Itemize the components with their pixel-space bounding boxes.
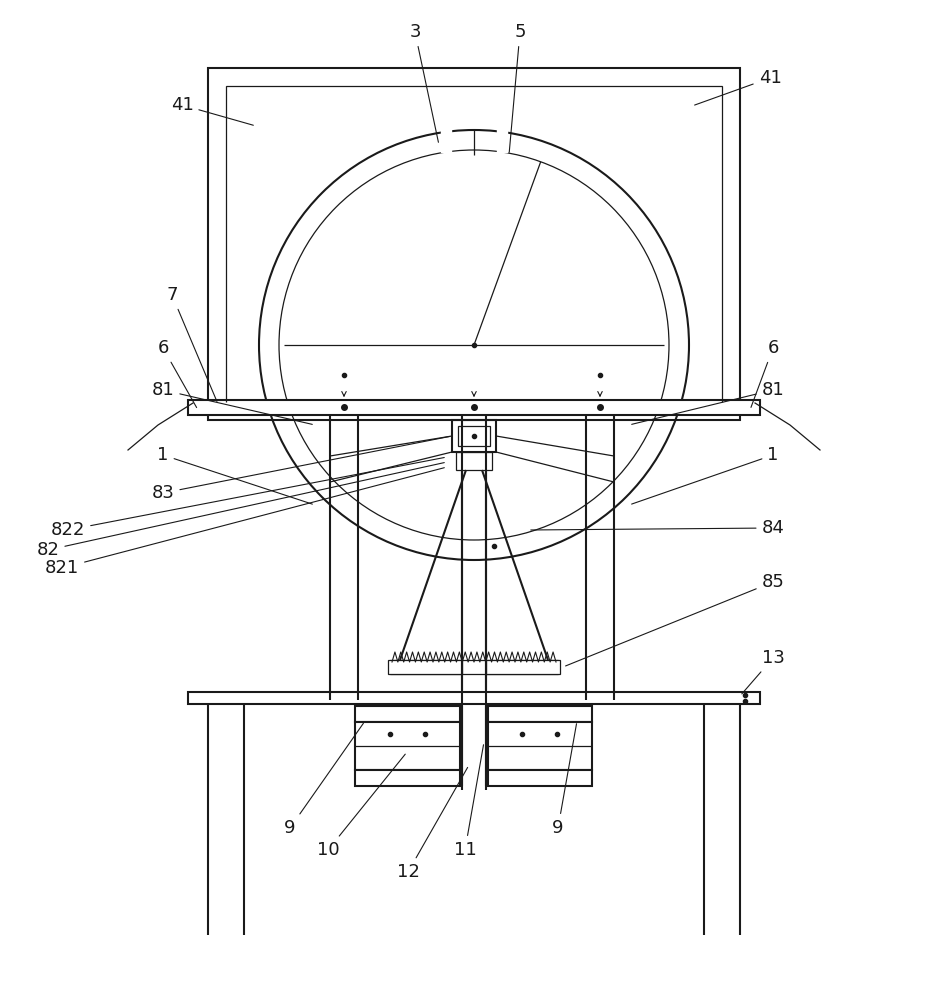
Text: 84: 84 [531, 519, 785, 537]
Bar [488, 770, 592, 786]
Text: 13: 13 [742, 649, 785, 694]
Text: 10: 10 [317, 754, 405, 859]
Bar [226, 86, 722, 402]
Bar [488, 722, 592, 770]
Text: 82: 82 [36, 463, 445, 559]
Bar [188, 400, 760, 415]
Bar [355, 722, 460, 770]
Bar [390, 660, 558, 674]
Text: 5: 5 [509, 23, 526, 152]
Text: 41: 41 [171, 96, 254, 125]
Text: 1: 1 [158, 446, 312, 504]
Text: 7: 7 [166, 286, 217, 401]
Text: 83: 83 [152, 437, 449, 502]
Bar [486, 660, 560, 674]
Text: 3: 3 [409, 23, 438, 142]
Text: 6: 6 [751, 339, 779, 407]
Text: 822: 822 [51, 458, 445, 539]
Text: 81: 81 [632, 381, 785, 424]
Bar [452, 420, 496, 452]
Bar [456, 452, 492, 470]
Text: 821: 821 [45, 468, 445, 577]
Text: 9: 9 [553, 724, 577, 837]
Bar [355, 770, 460, 786]
Text: 41: 41 [694, 69, 781, 105]
Bar [208, 68, 740, 420]
Bar [458, 426, 490, 446]
Bar [188, 692, 760, 704]
Text: 81: 81 [152, 381, 312, 424]
Bar [488, 706, 592, 722]
Text: 12: 12 [396, 767, 468, 881]
Bar [355, 706, 460, 722]
Text: 6: 6 [158, 339, 197, 408]
Bar [388, 660, 462, 674]
Text: 1: 1 [632, 446, 779, 504]
Text: 11: 11 [454, 745, 484, 859]
Text: 85: 85 [566, 573, 785, 666]
Text: 9: 9 [284, 723, 363, 837]
